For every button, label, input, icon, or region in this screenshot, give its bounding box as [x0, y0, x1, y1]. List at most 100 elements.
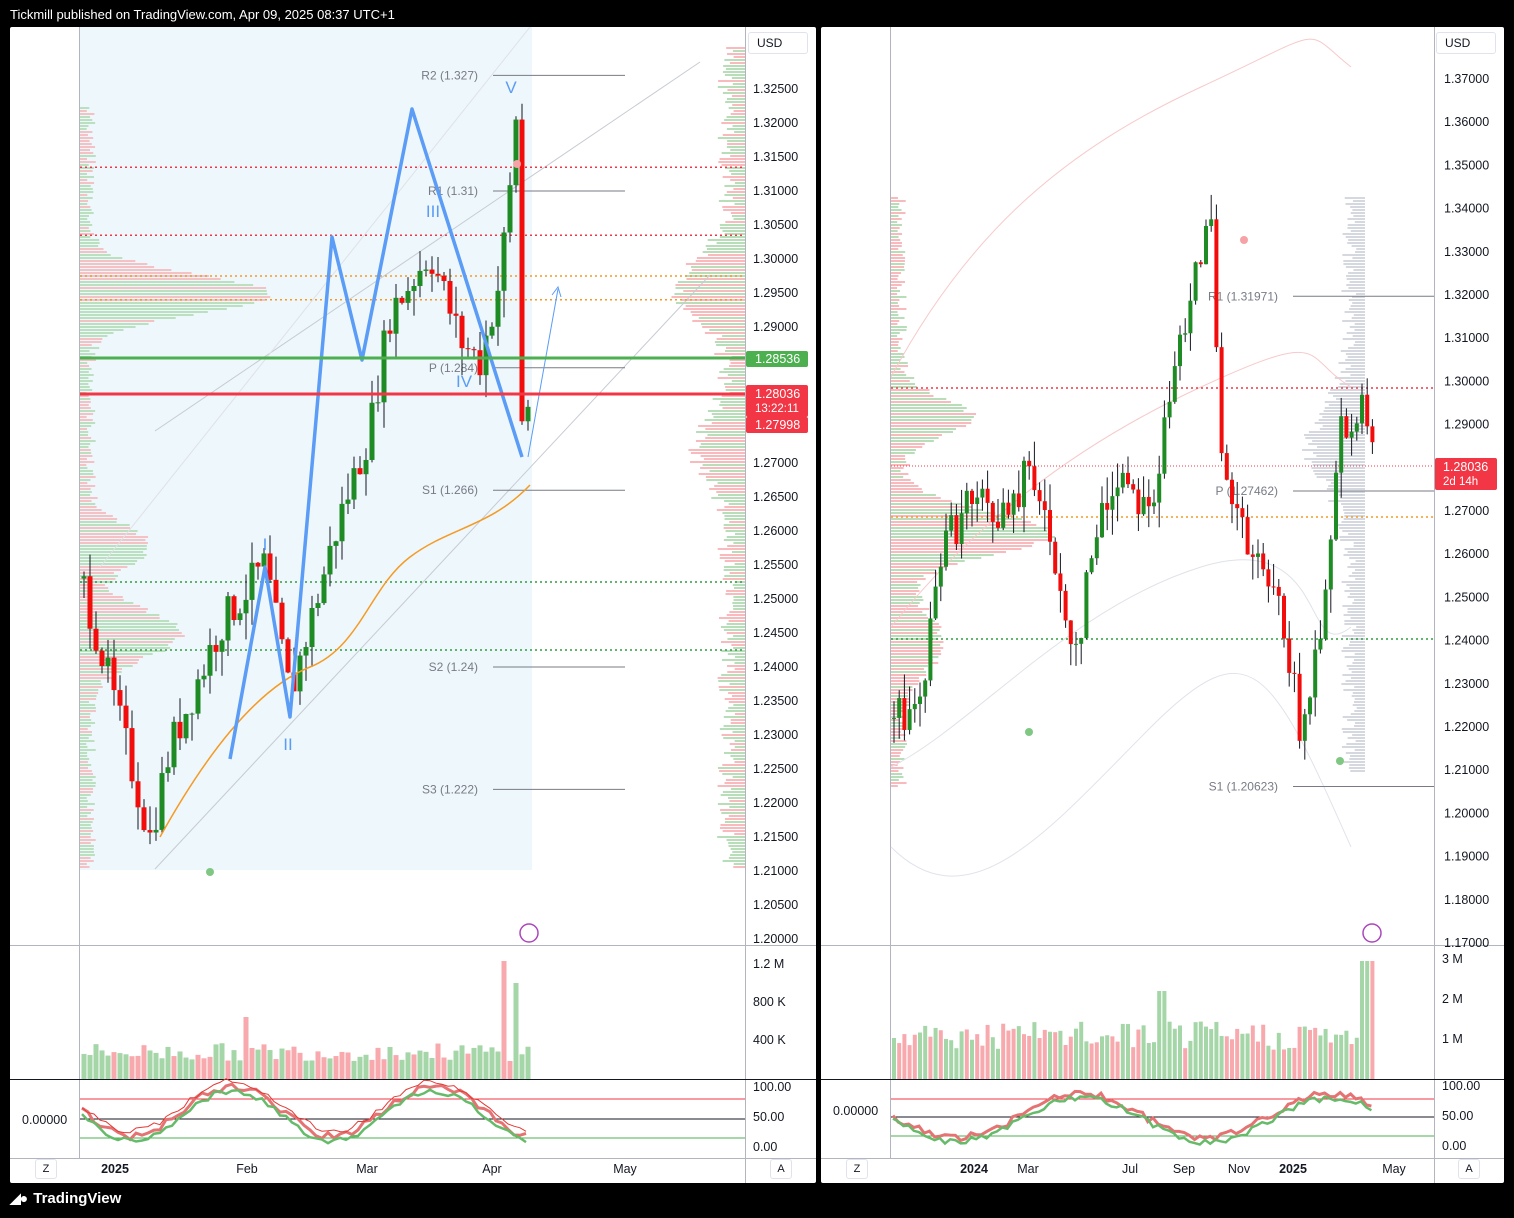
left-volume-profile-bar — [80, 563, 136, 565]
left-volume-profile-bar — [725, 779, 745, 781]
left-volume-profile-bar — [728, 797, 745, 799]
left-bid-price-text: 1.27998 — [755, 418, 800, 432]
right-volume-profile-bar — [1313, 470, 1365, 472]
right-volume-profile-bar — [1344, 761, 1365, 763]
left-volume-profile-bar — [80, 596, 123, 598]
left-auto-scale-button[interactable]: A — [770, 1159, 792, 1179]
left-candle-body — [105, 657, 111, 667]
left-candle-body — [525, 406, 531, 422]
right-candle-body — [970, 490, 974, 505]
left-volume-profile-bar — [733, 866, 745, 868]
right-volume-bar — [1349, 1044, 1354, 1079]
left-volume-profile-bar — [706, 248, 745, 250]
left-price-label: 1.29000 — [753, 320, 798, 334]
left-volume-profile-bar — [80, 332, 114, 334]
left-volume-profile-bar — [677, 281, 745, 283]
left-volume-profile-bar — [80, 488, 91, 490]
left-volume-profile-bar — [732, 83, 745, 85]
left-price-label: 1.25500 — [753, 558, 798, 572]
left-volume-profile-bar — [721, 674, 745, 676]
left-chart-svg[interactable]: R2 (1.327)R1 (1.31)P (1.284)S1 (1.266)S2… — [10, 27, 816, 1183]
right-volume-profile-bar — [1355, 578, 1365, 580]
left-volume-profile-bar — [80, 797, 87, 799]
left-volume-profile-bar — [80, 854, 95, 856]
right-currency-selector[interactable]: USD — [1436, 32, 1496, 54]
left-volume-profile-bar — [80, 476, 96, 478]
right-volume-profile-bar — [891, 644, 941, 646]
left-volume-profile-bar — [80, 710, 96, 712]
left-volume-profile-bar — [80, 527, 131, 529]
left-volume-profile-bar — [718, 686, 745, 688]
left-volume-profile-bar — [723, 65, 745, 67]
left-volume-profile-bar — [726, 632, 745, 634]
left-volume-profile-bar — [80, 380, 93, 382]
right-volume-profile-bar — [891, 272, 902, 274]
right-volume-profile-bar — [891, 329, 907, 331]
right-osc-label: 100.00 — [1442, 1079, 1480, 1093]
left-volume-profile-bar — [692, 320, 745, 322]
right-volume-profile-bar — [1343, 260, 1365, 262]
left-candle-body — [315, 603, 321, 608]
right-pivot-label: S1 (1.20623) — [1209, 779, 1278, 793]
left-volume-bar — [99, 1050, 105, 1079]
left-volume-profile-bar — [80, 446, 89, 448]
left-volume-profile-bar — [80, 401, 91, 403]
left-volume-bar — [291, 1046, 297, 1079]
left-volume-profile-bar — [720, 794, 745, 796]
left-volume-profile-bar — [721, 650, 745, 652]
left-volume-profile-bar — [80, 377, 89, 379]
left-volume-profile-bar — [702, 326, 745, 328]
left-volume-profile-bar — [721, 734, 745, 736]
right-volume-profile-bar — [891, 497, 941, 499]
left-volume-profile-bar — [720, 641, 745, 643]
right-volume-profile-bar — [891, 284, 902, 286]
right-volume-profile-bar — [1324, 407, 1365, 409]
right-volume-bar — [985, 1024, 990, 1079]
left-volume-profile-bar — [80, 494, 91, 496]
left-volume-profile-bar — [80, 122, 96, 124]
right-volume-profile-bar — [891, 344, 899, 346]
left-channel-line-lower — [154, 274, 711, 870]
right-volume-profile-bar — [1346, 275, 1365, 277]
right-volume-profile-bar — [891, 524, 1037, 526]
left-chart-panel[interactable]: R2 (1.327) R1 (1.31) P (1.284) S1 (1.266) S2… — [10, 27, 816, 1183]
right-lightning-icon — [1362, 923, 1382, 943]
right-volume-profile-bar — [1346, 743, 1365, 745]
right-volume-profile-bar — [891, 332, 900, 334]
right-auto-scale-button[interactable]: A — [1458, 1159, 1480, 1179]
left-volume-profile-bar — [80, 317, 176, 319]
left-volume-profile-bar — [718, 680, 745, 682]
left-volume-profile-bar — [701, 323, 745, 325]
right-volume-profile-bar — [891, 242, 902, 244]
left-volume-profile-bar — [734, 713, 745, 715]
left-volume-profile-bar — [80, 539, 146, 541]
right-volume-profile-bar — [1344, 548, 1365, 550]
right-volume-profile-bar — [891, 503, 962, 505]
right-time-label: Nov — [1228, 1162, 1251, 1176]
right-volume-bar — [1152, 1042, 1156, 1079]
left-volume-profile-bar — [725, 389, 745, 391]
right-volume-profile-bar — [891, 650, 941, 652]
left-volume-profile-bar — [80, 185, 91, 187]
left-projection-arrow-head — [551, 285, 562, 298]
left-zoom-button[interactable]: Z — [35, 1159, 57, 1179]
right-chart-panel[interactable]: R1 (1.31971) P (1.27462) S1 (1.20623) 1.370… — [821, 27, 1504, 1183]
left-currency-selector[interactable]: USD — [748, 32, 808, 54]
right-zoom-button[interactable]: Z — [846, 1159, 868, 1179]
left-volume-profile-bar — [724, 821, 745, 823]
left-candle-body — [447, 280, 453, 314]
right-volume-profile-bar — [1342, 674, 1365, 676]
left-volume-profile-bar — [80, 782, 96, 784]
right-volume-profile-bar — [1355, 251, 1365, 253]
right-volume-bar — [1204, 1026, 1208, 1079]
right-volume-profile-bar — [1324, 401, 1365, 403]
left-candle-body — [435, 273, 441, 276]
right-volume-profile-bar — [891, 656, 939, 658]
left-volume-profile-bar — [80, 299, 266, 301]
right-chart-svg[interactable]: R1 (1.31971) P (1.27462) S1 (1.20623) 1.370… — [821, 27, 1504, 1183]
left-volume-profile-bar — [80, 521, 117, 523]
left-volume-profile-bar — [732, 605, 745, 607]
left-volume-profile-bar — [704, 332, 745, 334]
left-volume-profile-bar — [727, 374, 745, 376]
left-candle-body — [375, 402, 381, 404]
